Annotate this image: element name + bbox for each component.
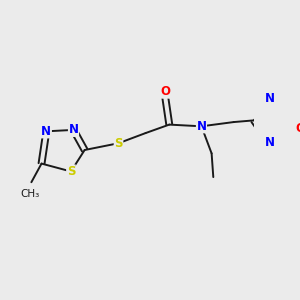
Text: O: O	[160, 85, 170, 98]
Text: N: N	[41, 125, 51, 138]
Text: S: S	[67, 165, 75, 178]
Text: CH₃: CH₃	[20, 189, 39, 199]
Text: N: N	[196, 120, 206, 133]
Text: O: O	[295, 122, 300, 135]
Text: N: N	[68, 123, 79, 136]
Text: N: N	[265, 136, 275, 149]
Text: S: S	[114, 137, 123, 150]
Text: N: N	[265, 92, 275, 105]
